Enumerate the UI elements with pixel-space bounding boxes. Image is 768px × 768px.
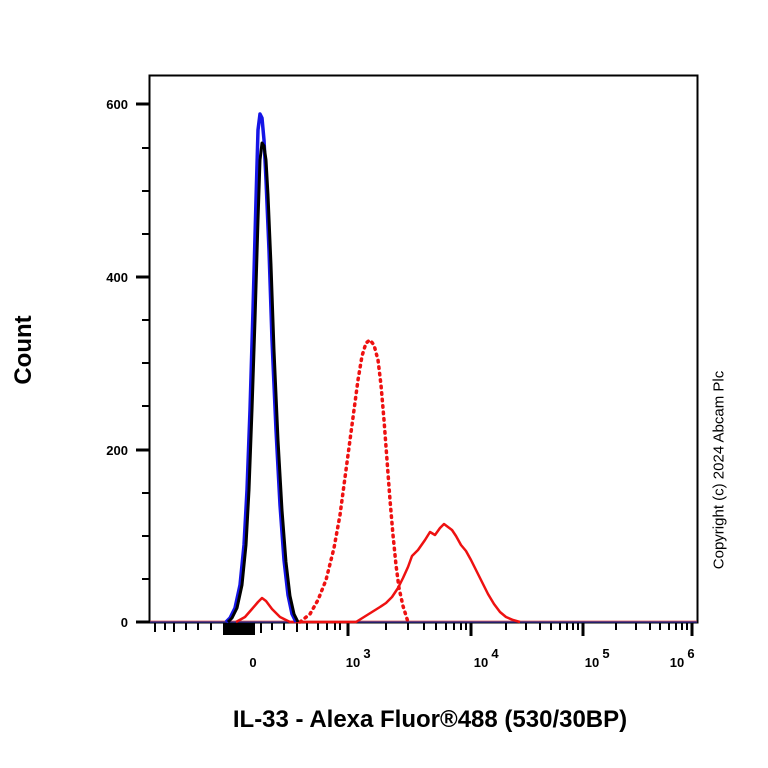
x-tick-0: 0 [249, 655, 256, 670]
x-axis [154, 623, 694, 636]
svg-text:4: 4 [491, 646, 499, 661]
x-tick-1e5: 10 5 [585, 646, 610, 670]
svg-text:5: 5 [602, 646, 609, 661]
red-solid-histogram [235, 522, 521, 624]
svg-text:10: 10 [346, 655, 360, 670]
svg-text:10: 10 [585, 655, 599, 670]
y-tick-labels: 600 400 200 0 [106, 97, 128, 630]
y-axis-title: Count [10, 315, 37, 385]
svg-text:10: 10 [670, 655, 684, 670]
y-tick-600: 600 [106, 97, 128, 112]
blue-histogram [224, 112, 298, 624]
y-axis [136, 102, 149, 624]
y-tick-400: 400 [106, 270, 128, 285]
x-tick-1e3: 10 3 [346, 646, 371, 670]
black-histogram [226, 141, 300, 624]
y-tick-0: 0 [121, 615, 128, 630]
x-tick-labels: 0 10 3 10 4 10 5 10 6 [249, 646, 694, 670]
svg-text:6: 6 [687, 646, 694, 661]
y-tick-200: 200 [106, 443, 128, 458]
x-tick-1e4: 10 4 [474, 646, 500, 670]
red-dotted-histogram [298, 337, 410, 624]
svg-text:3: 3 [363, 646, 370, 661]
copyright-notice: Copyright (c) 2024 Abcam Plc [710, 370, 728, 570]
svg-text:10: 10 [474, 655, 488, 670]
x-tick-1e6: 10 6 [670, 646, 695, 670]
x-axis-title: IL-33 - Alexa Fluor®488 (530/30BP) [232, 706, 628, 733]
